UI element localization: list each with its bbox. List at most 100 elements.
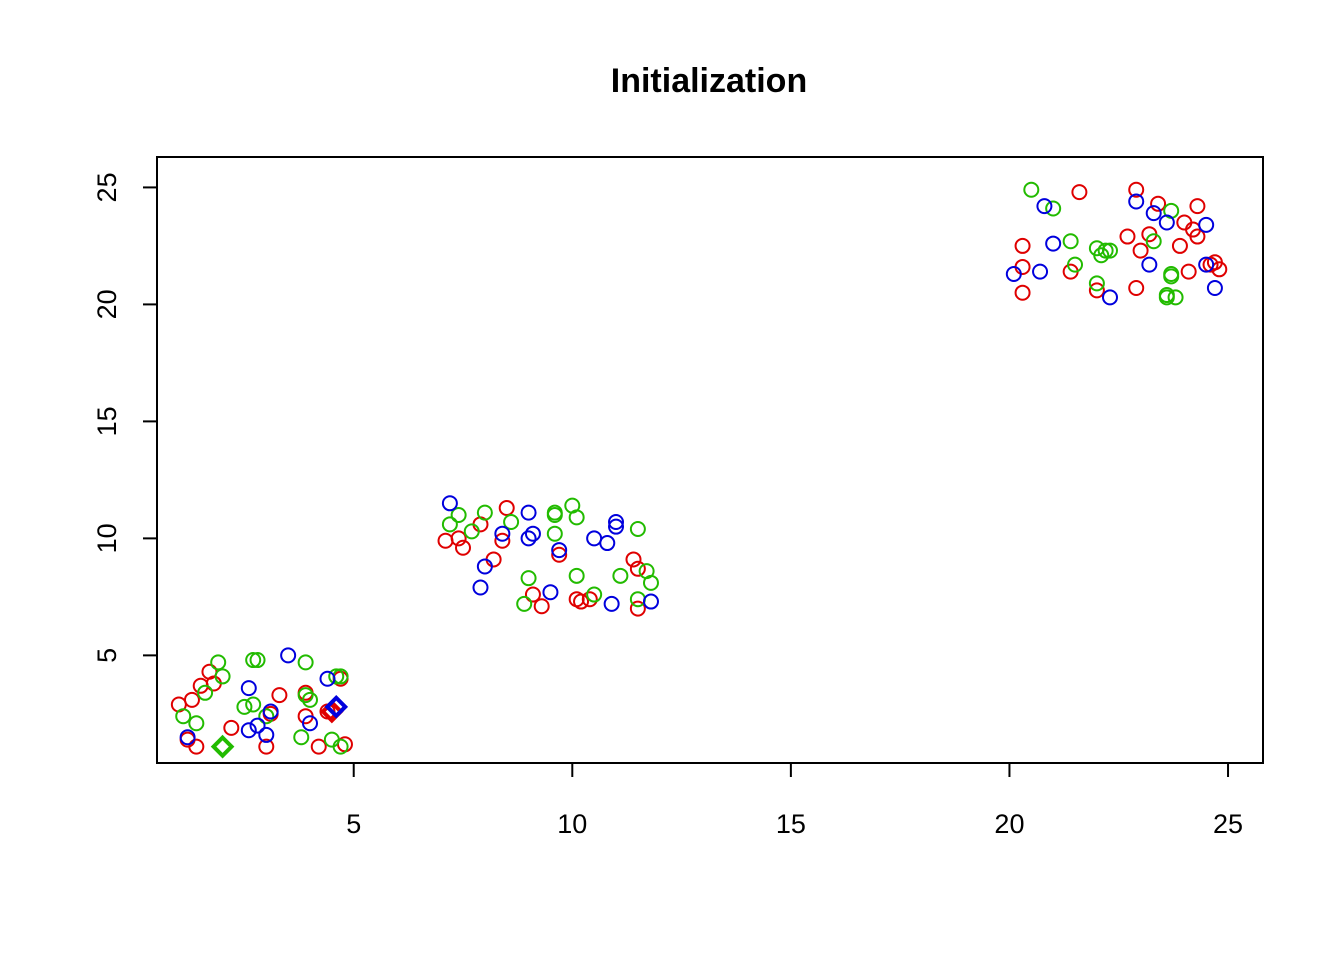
- data-point-green: [441, 516, 458, 533]
- data-point-blue: [608, 514, 625, 531]
- data-point-blue: [520, 530, 537, 547]
- data-point-green: [1167, 289, 1184, 306]
- data-point-blue: [240, 680, 257, 697]
- data-point-red: [1119, 228, 1136, 245]
- data-point-red: [573, 593, 590, 610]
- data-point-red: [1071, 184, 1088, 201]
- data-point-blue: [1198, 256, 1215, 273]
- data-point-red: [629, 600, 646, 617]
- data-point-red: [1171, 237, 1188, 254]
- data-point-green: [245, 696, 262, 713]
- centroid-marker-green: [210, 734, 235, 759]
- data-point-red: [1150, 195, 1167, 212]
- data-point-green: [297, 687, 314, 704]
- data-point-green: [1163, 265, 1180, 282]
- data-point-blue: [1141, 256, 1158, 273]
- data-point-blue: [551, 542, 568, 559]
- data-point-green: [210, 654, 227, 671]
- data-point-red: [1180, 263, 1197, 280]
- data-point-red: [1189, 228, 1206, 245]
- data-point-blue: [520, 504, 537, 521]
- x-tick-label: 5: [346, 809, 361, 839]
- data-point-green: [546, 504, 563, 521]
- data-point-red: [524, 586, 541, 603]
- data-point-blue: [1005, 265, 1022, 282]
- data-point-green: [463, 523, 480, 540]
- data-point-blue: [476, 558, 493, 575]
- data-point-red: [1176, 214, 1193, 231]
- data-point-blue: [608, 518, 625, 535]
- data-point-green: [297, 654, 314, 671]
- data-point-blue: [603, 595, 620, 612]
- data-point-green: [188, 715, 205, 732]
- x-tick-label: 15: [776, 809, 806, 839]
- y-tick-label: 15: [92, 406, 122, 436]
- data-point-blue: [1158, 214, 1175, 231]
- data-point-blue: [1032, 263, 1049, 280]
- data-point-red: [533, 598, 550, 615]
- data-point-red: [271, 687, 288, 704]
- data-point-red: [625, 551, 642, 568]
- data-point-blue: [1198, 216, 1215, 233]
- y-axis: 5 10 15 20 25: [92, 172, 158, 663]
- data-point-red: [581, 591, 598, 608]
- data-point-green: [520, 570, 537, 587]
- data-point-green: [1158, 289, 1175, 306]
- data-point-red: [629, 560, 646, 577]
- data-point-green: [249, 652, 266, 669]
- data-point-green: [1145, 233, 1162, 250]
- data-point-green: [642, 574, 659, 591]
- data-point-blue: [258, 726, 275, 743]
- data-point-green: [1097, 242, 1114, 259]
- data-point-green: [1101, 242, 1118, 259]
- data-point-green: [175, 708, 192, 725]
- data-point-green: [1045, 200, 1062, 217]
- centroid-markers: [210, 695, 349, 759]
- data-point-red: [1014, 237, 1031, 254]
- data-point-red: [1132, 242, 1149, 259]
- data-point-blue: [319, 670, 336, 687]
- data-point-blue: [642, 593, 659, 610]
- data-point-green: [1093, 247, 1110, 264]
- data-point-blue: [494, 525, 511, 542]
- data-point-red: [1128, 280, 1145, 297]
- data-point-green: [236, 698, 253, 715]
- data-point-blue: [441, 495, 458, 512]
- data-point-blue: [1036, 198, 1053, 215]
- data-point-blue: [302, 715, 319, 732]
- data-point-red: [1014, 258, 1031, 275]
- data-point-green: [568, 509, 585, 526]
- y-tick-label: 25: [92, 172, 122, 202]
- data-point-green: [629, 521, 646, 538]
- data-point-blue: [1145, 205, 1162, 222]
- data-point-green: [1062, 233, 1079, 250]
- data-point-red: [205, 675, 222, 692]
- data-point-green: [450, 506, 467, 523]
- y-tick-label: 20: [92, 289, 122, 319]
- data-point-green: [1067, 256, 1084, 273]
- data-point-green: [332, 738, 349, 755]
- data-point-green: [1023, 181, 1040, 198]
- data-point-blue: [586, 530, 603, 547]
- data-point-blue: [179, 729, 196, 746]
- data-point-red: [450, 530, 467, 547]
- y-tick-label: 5: [92, 648, 122, 663]
- data-point-red: [498, 499, 515, 516]
- data-point-red: [310, 738, 327, 755]
- data-points: [170, 181, 1228, 755]
- x-tick-label: 20: [994, 809, 1024, 839]
- data-point-blue: [1128, 193, 1145, 210]
- data-point-blue: [240, 722, 257, 739]
- data-point-red: [223, 719, 240, 736]
- data-point-green: [586, 586, 603, 603]
- data-point-green: [258, 708, 275, 725]
- data-point-green: [629, 591, 646, 608]
- data-point-blue: [542, 584, 559, 601]
- data-point-red: [1088, 282, 1105, 299]
- plot-frame: [156, 156, 1264, 764]
- data-point-green: [245, 652, 262, 669]
- data-point-green: [197, 684, 214, 701]
- data-point-green: [302, 691, 319, 708]
- data-point-blue: [524, 525, 541, 542]
